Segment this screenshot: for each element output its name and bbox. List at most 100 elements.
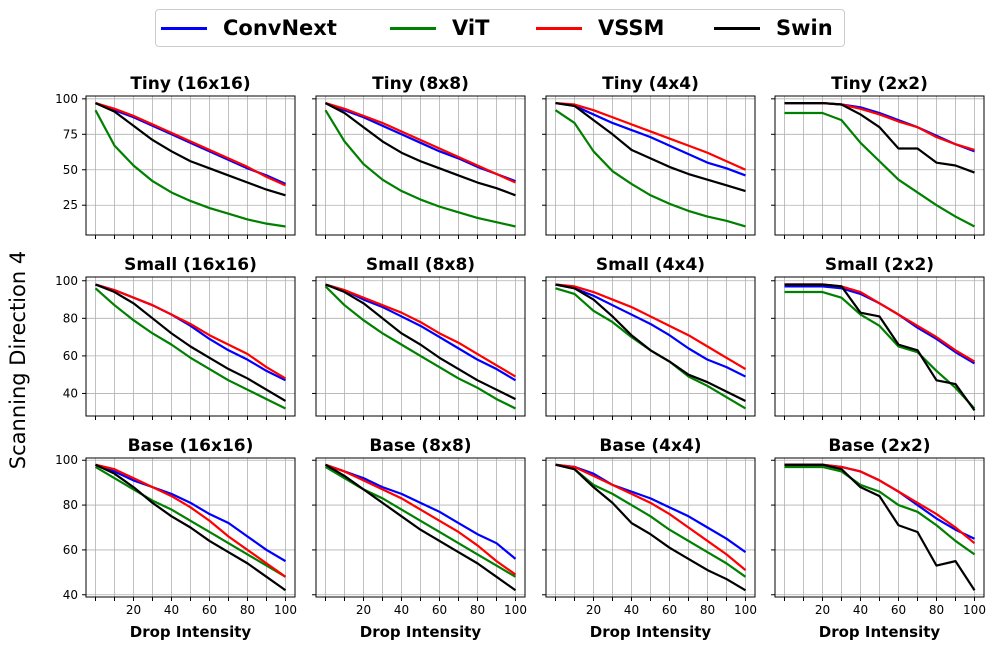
- series-line-swin: [324, 102, 516, 197]
- series-line-vssm: [95, 102, 286, 187]
- subplot-title: Tiny (16x16): [130, 74, 250, 94]
- legend-item-vit: ViT: [390, 10, 489, 46]
- legend-swatch-swin: [714, 26, 760, 30]
- x-tick-label: 60: [432, 603, 447, 617]
- series-line-convnext: [555, 102, 746, 177]
- legend-item-vssm: VSSM: [536, 10, 664, 46]
- series-line-vit: [554, 109, 746, 228]
- x-tick-label: 40: [394, 603, 409, 617]
- subplot-title: Tiny (4x4): [602, 74, 699, 94]
- series-line-convnext: [555, 283, 746, 378]
- series-line-vit: [94, 109, 286, 228]
- x-tick-label: 100: [274, 603, 297, 617]
- x-tick-label: 20: [586, 603, 601, 617]
- series-line-swin: [555, 283, 746, 402]
- series-line-convnext: [325, 463, 517, 560]
- y-tick-label: 80: [63, 498, 78, 512]
- subplot-title: Small (4x4): [596, 255, 705, 275]
- subplot-title: Base (2x2): [828, 436, 930, 456]
- subplot-small-4x4: Small (4x4): [542, 255, 756, 420]
- subplot-tiny-16x16: 25 50 75 100 Tiny (16x16): [55, 74, 296, 239]
- subplot-tiny-4x4: Tiny (4x4): [542, 74, 756, 239]
- series-line-vit: [784, 465, 976, 556]
- series-line-swin: [784, 283, 976, 412]
- series-line-swin: [555, 463, 747, 592]
- subplot-base-16x16: 20 40 60 80 100 Drop Intensity 40 60 80 100 Base (…: [55, 436, 297, 641]
- series-line-vssm: [95, 463, 287, 578]
- y-tick-label: 100: [55, 453, 78, 467]
- subplot-title: Base (16x16): [128, 436, 254, 456]
- series-line-vit: [784, 111, 976, 228]
- subplot-small-16x16: 40 60 80 100 Small (16x16): [55, 255, 296, 420]
- series-line-vssm: [325, 102, 516, 184]
- series-line-vit: [784, 290, 976, 410]
- x-tick-label: 40: [853, 603, 868, 617]
- x-tick-label: 80: [240, 603, 255, 617]
- x-tick-label: 80: [700, 603, 715, 617]
- x-tick-label: 100: [963, 603, 986, 617]
- series-line-vssm: [555, 283, 747, 370]
- x-tick-label: 60: [662, 603, 677, 617]
- series-line-vit: [324, 285, 516, 410]
- series-line-swin: [784, 101, 975, 174]
- y-tick-label: 60: [63, 349, 78, 363]
- x-tick-label: 80: [470, 603, 485, 617]
- y-tick-label: 40: [63, 588, 78, 602]
- x-axis-label: Drop Intensity: [360, 623, 482, 641]
- legend-swatch-vit: [390, 26, 436, 30]
- y-tick-label: 80: [63, 311, 78, 325]
- x-tick-label: 60: [891, 603, 906, 617]
- series-line-vit: [94, 466, 287, 578]
- series-line-swin: [324, 463, 517, 592]
- y-tick-label: 100: [55, 274, 78, 288]
- series-line-vssm: [325, 463, 517, 576]
- subplot-title: Small (2x2): [825, 255, 934, 275]
- subplot-title: Base (4x4): [599, 436, 701, 456]
- series-line-convnext: [325, 283, 517, 382]
- series-line-swin: [784, 463, 976, 591]
- series-line-convnext: [555, 463, 747, 554]
- legend-swatch-vssm: [536, 26, 582, 30]
- y-tick-label: 75: [63, 127, 78, 141]
- subplot-small-8x8: Small (8x8): [312, 255, 526, 420]
- y-tick-label: 60: [63, 543, 78, 557]
- series-line-convnext: [95, 463, 287, 563]
- subplot-title: Tiny (2x2): [831, 74, 928, 94]
- x-tick-label: 20: [815, 603, 830, 617]
- legend-label-vit: ViT: [452, 16, 490, 40]
- x-tick-label: 80: [929, 603, 944, 617]
- y-tick-label: 40: [63, 386, 78, 400]
- x-tick-label: 100: [734, 603, 757, 617]
- x-axis-label: Drop Intensity: [590, 623, 712, 641]
- legend-item-swin: Swin: [714, 10, 833, 46]
- legend-label-swin: Swin: [776, 16, 833, 40]
- subplot-small-2x2: Small (2x2): [771, 255, 985, 420]
- subplot-base-4x4: 20 40 60 80 100 Drop Intensity Base (4x4): [542, 436, 757, 641]
- subplot-title: Small (8x8): [366, 255, 475, 275]
- y-tick-label: 50: [63, 163, 78, 177]
- series-line-vit: [94, 287, 286, 410]
- x-tick-label: 40: [624, 603, 639, 617]
- series-line-vssm: [555, 101, 746, 171]
- series-line-vssm: [325, 283, 517, 378]
- series-line-swin: [95, 283, 287, 402]
- subplot-tiny-8x8: Tiny (8x8): [312, 74, 526, 239]
- subplot-base-2x2: 20 40 60 80 100 Drop Intensity Base (2x2): [771, 436, 986, 641]
- subplot-tiny-2x2: Tiny (2x2): [771, 74, 985, 239]
- x-axis-label: Drop Intensity: [130, 623, 252, 641]
- series-line-swin: [95, 463, 287, 592]
- x-tick-label: 20: [356, 603, 371, 617]
- legend-label-vssm: VSSM: [598, 16, 665, 40]
- subplot-title: Tiny (8x8): [372, 74, 469, 94]
- x-axis-label: Drop Intensity: [819, 623, 941, 641]
- legend-label-convnext: ConvNext: [223, 16, 337, 40]
- y-tick-label: 25: [63, 198, 78, 212]
- subplot-title: Small (16x16): [124, 255, 257, 275]
- series-line-swin: [95, 102, 286, 197]
- legend-swatch-convnext: [161, 26, 207, 30]
- legend: ConvNext ViT VSSM Swin: [155, 9, 845, 47]
- y-tick-label: 100: [55, 92, 78, 106]
- x-tick-label: 60: [202, 603, 217, 617]
- subplot-title: Base (8x8): [369, 436, 471, 456]
